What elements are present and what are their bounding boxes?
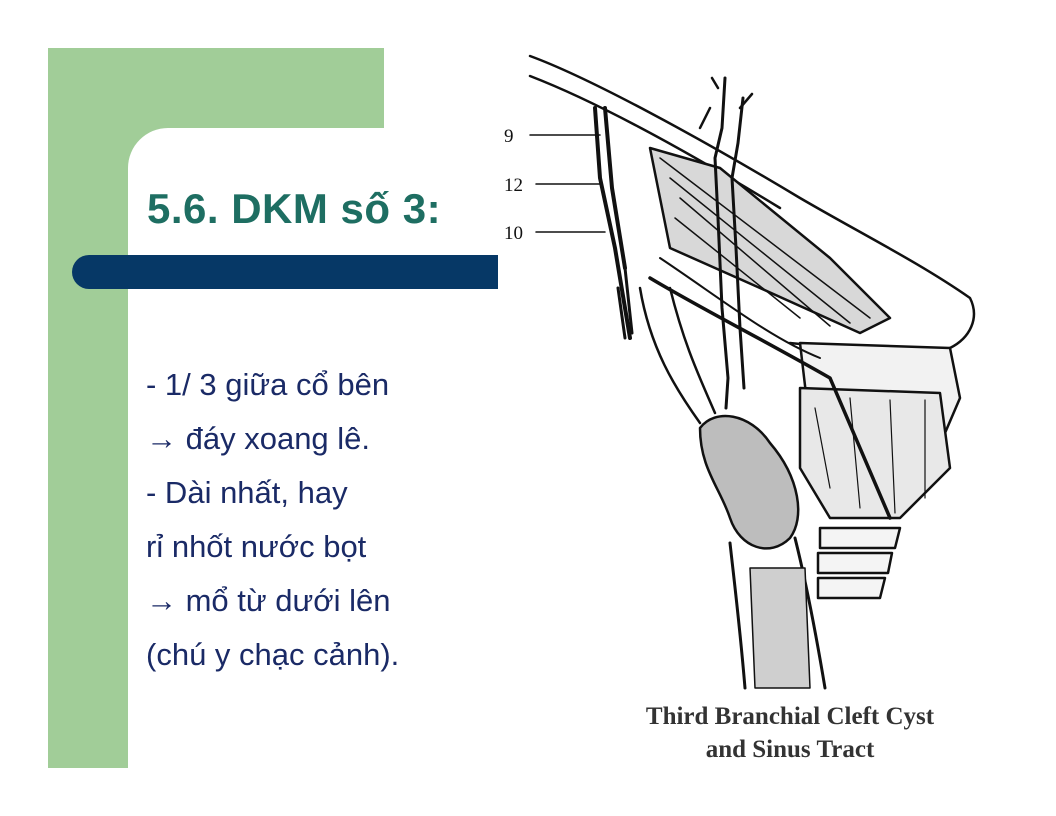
caption-line-1: Third Branchial Cleft Cyst <box>645 703 935 730</box>
body-line-4: rỉ nhốt nước bọt <box>146 529 367 564</box>
figure-label-12: 12 <box>504 175 523 196</box>
anatomy-illustration: 9 12 10 <box>504 54 976 690</box>
figure-caption: Third Branchial Cleft Cyst and Sinus Tra… <box>560 700 1020 766</box>
slide-title: 5.6. DKM số 3: <box>147 185 442 232</box>
slide-body: - 1/ 3 giữa cổ bên → đáy xoang lê. - Dài… <box>146 358 506 682</box>
content-card <box>128 128 498 788</box>
caption-line-2: and Sinus Tract <box>705 736 875 763</box>
title-underline-bar <box>72 255 498 289</box>
body-line-1: - 1/ 3 giữa cổ bên <box>146 367 390 402</box>
body-line-6: (chú y chạc cảnh). <box>146 637 400 672</box>
figure-label-9: 9 <box>504 126 514 147</box>
body-line-2: → đáy xoang lê. <box>146 421 371 456</box>
figure-label-10: 10 <box>504 223 523 244</box>
body-line-3: - Dài nhất, hay <box>146 475 348 510</box>
body-line-5: → mổ từ dưới lên <box>146 583 391 618</box>
